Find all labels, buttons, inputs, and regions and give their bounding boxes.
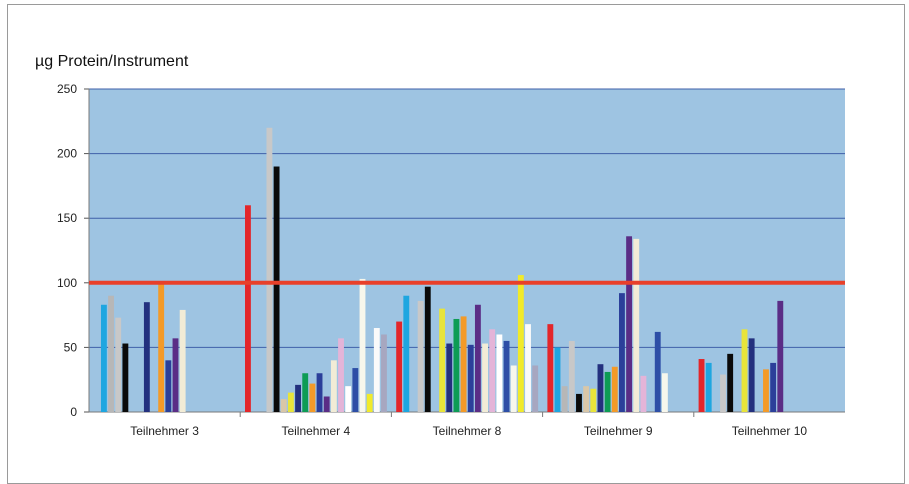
x-tick-label: Teilnehmer 8 [433,424,502,438]
bar [165,360,172,412]
bar [590,388,597,412]
bar [179,309,186,412]
bar [748,338,755,412]
bar [474,304,481,412]
x-tick-label: Teilnehmer 4 [281,424,350,438]
plot-area [89,89,845,412]
bar [446,343,453,412]
bar [352,368,359,412]
bar [720,374,726,412]
bar [158,281,165,412]
bar [396,321,403,412]
bar [547,324,554,412]
bar [640,375,647,412]
bar [654,331,661,412]
bar [381,334,387,412]
bar [424,286,431,412]
y-axis-title: µg Protein/Instrument [35,53,189,70]
bar [115,317,122,412]
bar [525,324,531,412]
x-tick-label: Teilnehmer 3 [130,424,199,438]
bar [460,316,467,412]
bar [583,386,590,412]
bar [561,386,568,412]
bar [619,293,625,412]
y-tick-label: 0 [70,405,77,419]
bar [309,383,316,412]
bar [323,396,330,412]
y-tick-label: 50 [64,340,78,354]
bar [417,300,424,412]
bar [763,369,769,412]
bar [741,329,748,412]
bar [266,127,273,412]
bar [503,340,510,412]
bar [611,366,618,412]
bar [770,362,777,412]
bar [554,347,561,412]
bar [467,344,474,412]
bar [287,392,294,412]
bar [698,359,705,412]
bar [626,236,633,412]
bar [316,373,323,412]
bar [510,365,517,412]
bar [100,304,107,412]
x-tick-label: Teilnehmer 9 [584,424,653,438]
bar [661,373,668,412]
bar [532,365,539,412]
bar [373,328,380,412]
bar [108,295,114,412]
bar [366,393,373,412]
bar [280,399,287,412]
y-tick-label: 250 [57,82,77,96]
bar [489,329,496,412]
bar [273,166,280,412]
bar [597,364,604,412]
bar [245,205,251,412]
x-tick-label: Teilnehmer 10 [732,424,808,438]
bar [727,353,734,412]
bar [453,318,460,412]
bar [403,295,410,412]
y-tick-label: 100 [57,276,77,290]
bar [338,338,344,412]
bar [172,338,179,412]
bar [122,343,129,412]
bar [517,275,524,412]
bar [496,334,503,412]
bar [143,302,150,412]
bar [330,360,337,412]
bar [705,362,712,412]
bar [302,373,309,412]
bar [777,300,784,412]
bar [576,393,582,412]
bar [439,308,446,412]
y-tick-label: 200 [57,147,77,161]
bar [568,340,575,412]
bar [604,371,611,412]
bar [295,384,301,412]
bar [482,343,488,412]
y-tick-label: 150 [57,211,77,225]
bar [359,278,366,412]
bar [345,386,352,412]
bar [633,238,640,412]
